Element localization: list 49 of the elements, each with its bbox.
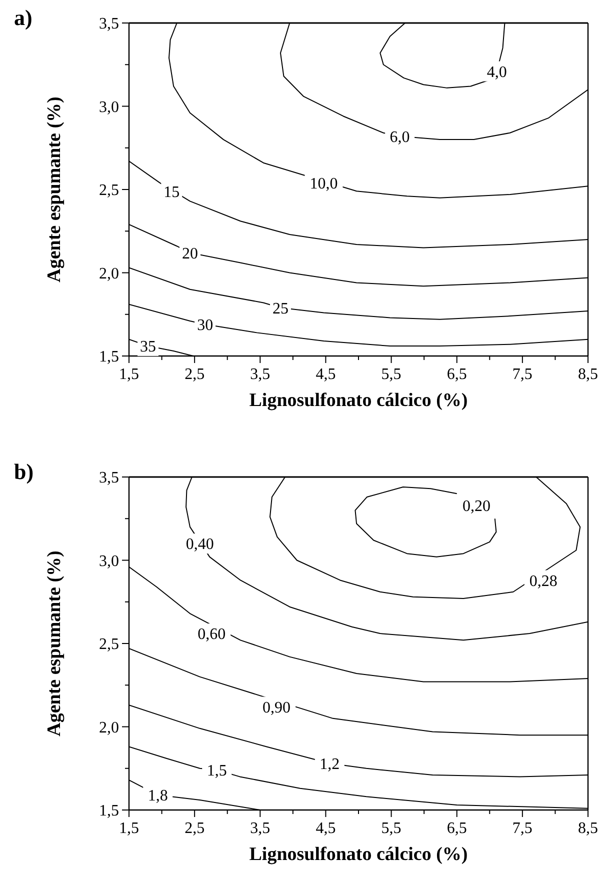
annotation: 15 — [164, 184, 180, 201]
x-tick-label: 5,5 — [381, 366, 402, 383]
annotation: 4,0 — [486, 64, 507, 81]
y-tick-label: 2,5 — [99, 636, 119, 654]
y-tick-label: 2,5 — [99, 182, 119, 200]
x-tick-label: 6,5 — [446, 366, 467, 383]
annotation: 0,28 — [529, 572, 558, 590]
x-tick-label: 3,5 — [250, 820, 270, 837]
x-tick-label: 8,5 — [578, 820, 598, 837]
annotation: 0,90 — [262, 699, 291, 716]
annotation: 1,2 — [320, 756, 340, 773]
annotation: 0,20 — [462, 498, 491, 515]
annotation: 1,8 — [148, 788, 168, 805]
y-tick-label: 3,0 — [99, 552, 119, 570]
annotation: 25 — [272, 300, 288, 318]
y-tick-label: 3,5 — [99, 16, 119, 33]
annotation: 0,60 — [198, 626, 226, 644]
x-axis-title: Lignosulfonato cálcico (%) — [249, 844, 468, 865]
x-tick-label: 1,5 — [119, 366, 139, 383]
annotation: 20 — [182, 245, 198, 262]
x-tick-label: 2,5 — [184, 366, 205, 383]
x-tick-label: 6,5 — [446, 820, 467, 837]
annotation: 35 — [140, 338, 156, 356]
x-tick-label: 7,5 — [512, 820, 532, 837]
y-tick-label: 1,5 — [99, 802, 119, 820]
y-tick-label: 2,0 — [99, 719, 119, 736]
chart-title: a) — [14, 5, 32, 30]
x-tick-label: 8,5 — [578, 366, 598, 383]
annotation: 10,0 — [310, 175, 338, 192]
x-axis-title: Lignosulfonato cálcico (%) — [249, 390, 468, 411]
annotation: 0,40 — [186, 536, 214, 554]
x-tick-label: 4,5 — [316, 366, 336, 383]
y-axis-title: Agente espumante (%) — [44, 96, 65, 282]
x-tick-label: 3,5 — [250, 366, 270, 383]
chart-title: b) — [14, 459, 34, 484]
x-tick-label: 7,5 — [512, 366, 532, 383]
y-tick-label: 1,5 — [99, 348, 119, 366]
annotation: 1,5 — [206, 762, 227, 780]
line-series — [354, 486, 497, 558]
annotation: 30 — [197, 316, 214, 334]
y-tick-label: 3,5 — [99, 470, 119, 487]
y-axis-title: Agente espumante (%) — [44, 550, 65, 736]
x-tick-label: 4,5 — [316, 820, 336, 837]
annotation: 6,0 — [390, 128, 410, 146]
x-tick-label: 5,5 — [381, 820, 402, 837]
x-tick-label: 2,5 — [184, 820, 205, 837]
y-tick-label: 3,0 — [99, 98, 119, 116]
x-tick-label: 1,5 — [119, 820, 139, 837]
y-tick-label: 2,0 — [99, 265, 119, 282]
